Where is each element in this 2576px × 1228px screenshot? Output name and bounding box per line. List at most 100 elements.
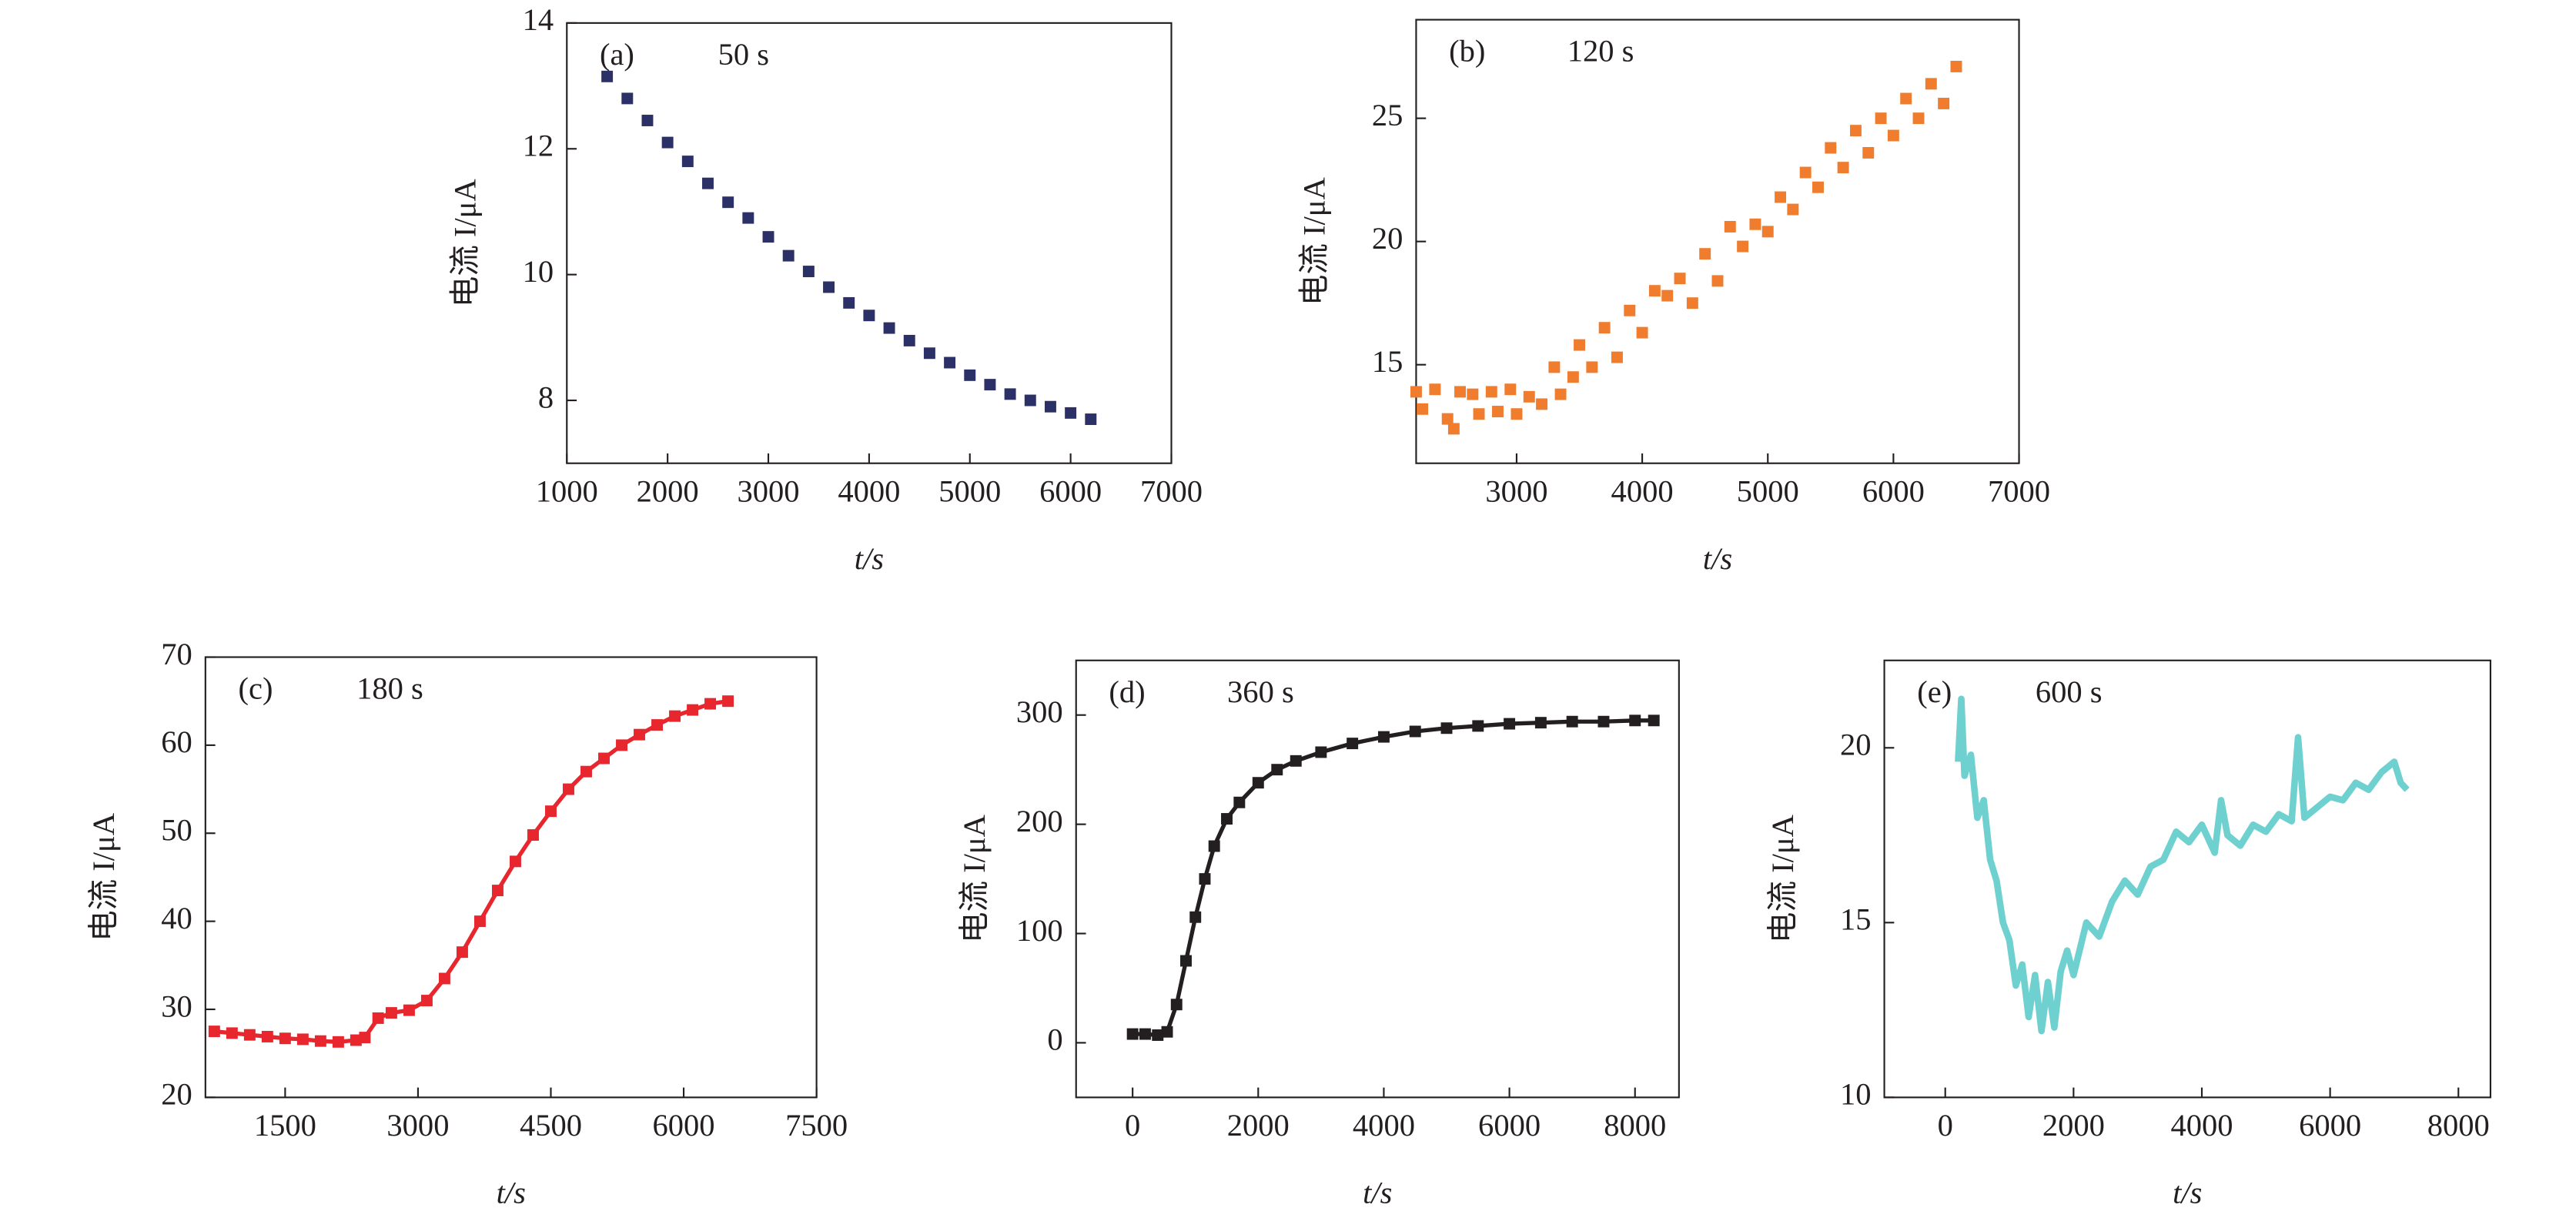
data-point (669, 710, 681, 722)
data-point (944, 356, 956, 369)
data-point (1180, 955, 1192, 967)
data-point (704, 698, 717, 710)
data-point (1737, 240, 1749, 253)
data-point (1586, 361, 1598, 373)
y-axis-label: 电流 I/μA (957, 815, 992, 943)
panel: 1500 3000 4500 6000 7500 20 30 40 50 60 70 t/s 电流 I/… (86, 637, 848, 1210)
data-point (687, 704, 699, 716)
data-point (420, 995, 433, 1007)
data-point (1429, 383, 1441, 396)
data-point (1139, 1028, 1151, 1040)
data-point (802, 266, 815, 278)
y-tick-label: 70 (161, 637, 192, 671)
panel-label: (c) (239, 671, 273, 706)
y-axis-label: 电流 I/μA (86, 813, 121, 942)
x-tick-label: 4000 (1353, 1108, 1415, 1143)
data-point (1799, 166, 1812, 179)
data-point (722, 196, 734, 209)
data-point (1536, 398, 1548, 410)
y-tick-label: 15 (1372, 344, 1403, 379)
panel-label: (d) (1109, 674, 1145, 709)
plot-frame (1075, 659, 1680, 1099)
x-tick-label: 3000 (386, 1108, 449, 1143)
panel-label: (b) (1449, 34, 1485, 69)
data-point (598, 752, 610, 765)
y-tick-label: 100 (1016, 913, 1063, 948)
data-point (563, 783, 574, 795)
data-point (1534, 717, 1547, 729)
y-tick-label: 30 (161, 989, 192, 1023)
data-point (1787, 203, 1799, 216)
data-point (1661, 289, 1674, 302)
data-point (1044, 400, 1056, 413)
panel-label: (e) (1917, 674, 1952, 709)
data-point (1875, 112, 1887, 125)
data-point (1686, 297, 1698, 310)
data-point (1024, 394, 1036, 407)
data-point (385, 1007, 397, 1019)
data-point (782, 249, 795, 262)
data-point (1492, 406, 1504, 417)
data-point (1271, 764, 1283, 776)
data-point (641, 115, 654, 126)
panel-annotation: 120 s (1567, 34, 1634, 69)
data-point (1189, 911, 1202, 923)
x-tick-label: 4000 (1611, 474, 1674, 509)
data-point (1624, 304, 1636, 316)
data-point (742, 212, 754, 224)
data-point (1674, 273, 1686, 285)
data-point (279, 1032, 291, 1045)
x-tick-label: 0 (1938, 1108, 1953, 1143)
data-point (1611, 351, 1623, 363)
data-point (1085, 413, 1097, 426)
x-tick-label: 0 (1125, 1108, 1140, 1143)
data-point (823, 281, 835, 293)
x-tick-label: 7000 (1140, 474, 1203, 509)
data-point (883, 322, 895, 334)
data-point (1065, 407, 1077, 419)
data-point (1417, 403, 1429, 415)
data-point (1566, 715, 1578, 728)
data-point (1409, 725, 1421, 738)
data-point (545, 805, 557, 818)
data-point (580, 765, 592, 778)
y-tick-label: 300 (1016, 694, 1063, 729)
data-point (438, 972, 450, 985)
y-tick-label: 200 (1016, 804, 1063, 838)
data-point (1199, 873, 1211, 885)
x-tick-label: 2000 (2042, 1108, 2105, 1143)
x-tick-label: 2000 (1227, 1108, 1290, 1143)
x-axis-label: t/s (1703, 541, 1732, 576)
x-tick-label: 8000 (2427, 1108, 2490, 1143)
y-tick-label: 60 (161, 724, 192, 759)
data-point (296, 1033, 309, 1046)
data-point (1004, 388, 1016, 400)
data-point (1636, 326, 1648, 339)
data-point (1548, 361, 1561, 373)
data-point (634, 728, 645, 741)
panel-annotation: 360 s (1227, 674, 1294, 709)
data-point (1523, 390, 1535, 403)
data-point (1900, 92, 1912, 105)
data-point (491, 885, 503, 897)
y-axis-label: 电流 I/μA (448, 179, 483, 307)
data-point (1887, 129, 1899, 142)
x-tick-label: 5000 (938, 474, 1001, 509)
data-point (616, 739, 627, 751)
data-point (1925, 78, 1937, 90)
x-tick-label: 4000 (838, 474, 900, 509)
x-tick-label: 7000 (1988, 474, 2050, 509)
panel-label: (a) (600, 37, 634, 72)
data-point (1724, 220, 1736, 233)
y-tick-label: 8 (538, 380, 554, 414)
x-axis-label: t/s (2173, 1176, 2202, 1210)
x-tick-label: 7500 (785, 1108, 848, 1143)
data-point (1950, 60, 1962, 72)
panel: 3000 4000 5000 6000 7000 15 20 25 t/s 电流 I/μA (b) 1… (1297, 18, 2050, 576)
data-point (1504, 718, 1516, 730)
y-axis-label: 电流 I/μA (1765, 815, 1800, 943)
plot-frame (204, 656, 818, 1099)
y-tick-label: 20 (161, 1077, 192, 1112)
y-tick-label: 10 (523, 254, 554, 289)
